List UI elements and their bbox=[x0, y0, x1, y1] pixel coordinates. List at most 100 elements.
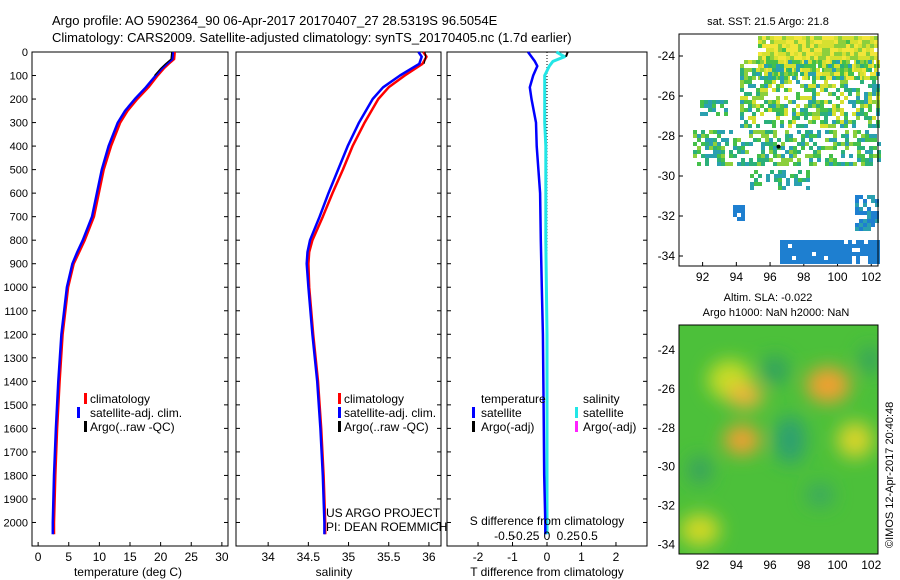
sst-cell bbox=[840, 68, 844, 72]
sst-cell bbox=[866, 36, 870, 40]
legend-climatology-label: climatology bbox=[344, 392, 404, 406]
sst-cell bbox=[745, 162, 749, 166]
sst-cell bbox=[772, 104, 776, 108]
sst-cell bbox=[720, 104, 724, 108]
sst-cell bbox=[804, 252, 808, 256]
sst-cell bbox=[822, 64, 826, 68]
sst-cell bbox=[773, 142, 777, 146]
sst-cell bbox=[721, 154, 725, 158]
sst-cell bbox=[820, 100, 824, 104]
sst-cell bbox=[869, 154, 873, 158]
sst-cell bbox=[761, 134, 765, 138]
sst-cell bbox=[721, 162, 725, 166]
depth-tick-label: 0 bbox=[22, 47, 28, 59]
sst-cell bbox=[800, 64, 804, 68]
temperature-tick-label: 5 bbox=[65, 550, 72, 564]
sst-cell bbox=[833, 134, 837, 138]
sst-cell bbox=[812, 260, 816, 264]
sla-map-y-tick-label: -32 bbox=[658, 498, 676, 512]
sst-cell bbox=[824, 68, 828, 72]
sst-cell bbox=[802, 52, 806, 56]
sst-cell bbox=[840, 64, 844, 68]
sst-cell bbox=[796, 68, 800, 72]
sst-cell bbox=[740, 68, 744, 72]
sst-cell bbox=[846, 76, 850, 80]
sst-cell bbox=[717, 146, 721, 150]
sst-cell bbox=[709, 142, 713, 146]
sst-cell bbox=[708, 108, 712, 112]
sst-cell bbox=[774, 174, 778, 178]
salinity-difference-tick-label: 0.5 bbox=[581, 529, 598, 543]
sst-cell bbox=[857, 130, 861, 134]
sst-cell bbox=[769, 158, 773, 162]
sst-cell bbox=[701, 154, 705, 158]
sst-cell bbox=[796, 256, 800, 260]
sst-cell bbox=[693, 150, 697, 154]
sst-cell bbox=[860, 108, 864, 112]
sst-cell bbox=[816, 244, 820, 248]
sst-cell bbox=[832, 260, 836, 264]
sst-cell bbox=[842, 36, 846, 40]
sst-cell bbox=[785, 150, 789, 154]
sst-cell bbox=[804, 108, 808, 112]
sst-cell bbox=[834, 72, 838, 76]
sst-cell bbox=[764, 92, 768, 96]
sst-cell bbox=[789, 146, 793, 150]
sst-cell bbox=[776, 108, 780, 112]
sst-cell bbox=[864, 116, 868, 120]
sla-map-y-tick-label: -24 bbox=[658, 343, 676, 357]
sst-cell bbox=[808, 84, 812, 88]
sst-cell bbox=[792, 100, 796, 104]
sst-cell bbox=[780, 108, 784, 112]
sst-cell bbox=[709, 146, 713, 150]
sst-cell bbox=[717, 150, 721, 154]
sst-cell bbox=[846, 52, 850, 56]
sst-cell bbox=[854, 40, 858, 44]
sst-map-frame bbox=[678, 33, 879, 267]
sst-cell bbox=[708, 104, 712, 108]
sst-cell bbox=[859, 207, 863, 211]
legend-s-argo-label: Argo(-adj) bbox=[583, 420, 636, 434]
sst-cell bbox=[820, 252, 824, 256]
sst-cell bbox=[752, 100, 756, 104]
sst-cell bbox=[856, 260, 860, 264]
sla-blob bbox=[774, 416, 806, 464]
sst-cell bbox=[812, 84, 816, 88]
temperature-tick-label: 0 bbox=[35, 550, 42, 564]
sst-cell bbox=[844, 116, 848, 120]
sst-cell bbox=[813, 162, 817, 166]
sst-cell bbox=[845, 162, 849, 166]
sst-cell bbox=[820, 108, 824, 112]
sst-cell bbox=[822, 56, 826, 60]
sst-cell bbox=[794, 44, 798, 48]
sst-cell bbox=[796, 240, 800, 244]
sst-cell bbox=[800, 72, 804, 76]
sst-cell bbox=[812, 116, 816, 120]
sst-cell bbox=[780, 256, 784, 260]
sst-cell bbox=[813, 150, 817, 154]
sst-cell bbox=[804, 88, 808, 92]
sst-cell bbox=[804, 64, 808, 68]
sst-map-cells bbox=[693, 36, 881, 264]
sst-cell bbox=[797, 150, 801, 154]
sst-cell bbox=[758, 44, 762, 48]
sst-cell bbox=[818, 72, 822, 76]
legend-t-satellite-label: satellite bbox=[481, 406, 522, 420]
sst-cell bbox=[826, 36, 830, 40]
sst-cell bbox=[700, 100, 704, 104]
sst-cell bbox=[828, 124, 832, 128]
sst-cell bbox=[796, 124, 800, 128]
temperature-argo-difference bbox=[565, 51, 569, 58]
sst-cell bbox=[862, 36, 866, 40]
sst-cell bbox=[780, 244, 784, 248]
sst-cell bbox=[825, 138, 829, 142]
sst-cell bbox=[836, 248, 840, 252]
salinity-difference-tick-labels: -0.5-0.25 0 0.25 0.5 bbox=[494, 529, 598, 543]
sst-cell bbox=[744, 124, 748, 128]
sst-cell bbox=[850, 36, 854, 40]
sst-cell bbox=[850, 76, 854, 80]
sst-cell bbox=[798, 36, 802, 40]
sst-cell bbox=[844, 244, 848, 248]
sst-cell bbox=[729, 150, 733, 154]
sst-cell bbox=[786, 52, 790, 56]
